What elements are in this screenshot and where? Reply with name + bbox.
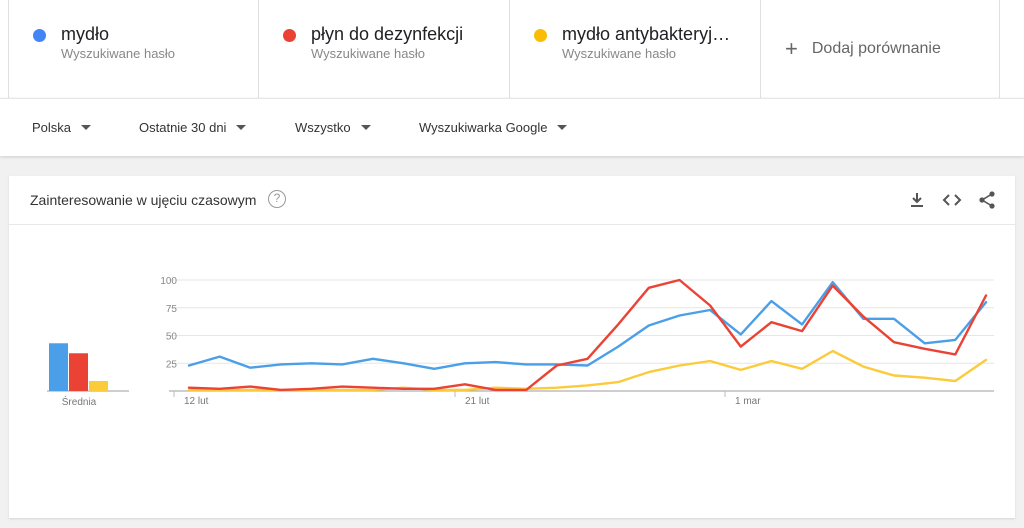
series-line-3 [187,349,988,392]
caret-down-icon [81,125,92,130]
series-color-dot [283,29,296,42]
y-tick-label: 100 [160,276,177,287]
caret-down-icon [236,125,247,130]
help-icon[interactable]: ? [268,190,286,208]
series-line-1 [187,281,988,371]
x-tick-label: 12 lut [184,396,209,407]
series-color-dot [33,29,46,42]
x-tick-label: 21 lut [465,396,490,407]
chart-area: 25 50 75 100 12 lut 21 lut 1 mar Średnia [47,276,994,408]
y-tick-label: 75 [166,304,178,315]
filter-search-type-dropdown[interactable]: Wyszukiwarka Google [419,120,568,135]
average-bar-1 [49,343,68,391]
interest-over-time-card: Zainteresowanie w ujęciu czasowym ? 25 50… [9,176,1015,518]
term-subtitle: Wyszukiwane hasło [311,46,426,61]
y-tick-label: 50 [166,332,178,343]
term-card-2[interactable]: płyn do dezynfekcji Wyszukiwane hasło [259,0,510,98]
series-color-dot [534,29,547,42]
card-header: Zainteresowanie w ujęciu czasowym ? [9,176,1015,225]
x-tick-label: 1 mar [735,396,761,407]
filter-label: Wyszukiwarka Google [419,120,548,135]
add-comparison-label: Dodaj porównanie [811,40,941,57]
add-comparison-button[interactable]: + Dodaj porównanie [761,0,1000,98]
average-bar-3 [89,381,108,391]
filter-region-dropdown[interactable]: Polska [32,120,92,135]
filter-label: Ostatnie 30 dni [139,120,227,135]
plus-icon: + [785,36,798,61]
filter-category-dropdown[interactable]: Wszystko [295,120,371,135]
series-line-2 [187,278,988,392]
embed-code-icon[interactable] [942,190,962,210]
term-name[interactable]: mydło [61,24,110,44]
search-terms-bar: mydło Wyszukiwane hasło płyn do dezynfek… [0,0,1024,98]
term-card-1[interactable]: mydło Wyszukiwane hasło [8,0,259,98]
average-bar-2 [69,353,88,391]
term-name[interactable]: mydło antybakteryjne [562,24,732,44]
filter-time-dropdown[interactable]: Ostatnie 30 dni [139,120,247,135]
caret-down-icon [557,125,568,130]
term-subtitle: Wyszukiwane hasło [562,46,677,61]
caret-down-icon [360,125,371,130]
filter-label: Polska [32,120,72,135]
term-name[interactable]: płyn do dezynfekcji [311,24,464,44]
download-icon[interactable] [907,190,927,210]
share-icon[interactable] [977,190,997,210]
y-tick-label: 25 [166,359,178,370]
average-label: Średnia [62,395,97,408]
filter-label: Wszystko [295,120,351,135]
term-subtitle: Wyszukiwane hasło [61,46,176,61]
card-title: Zainteresowanie w ujęciu czasowym [30,192,257,208]
filter-bar: Polska Ostatnie 30 dni Wszystko Wyszukiw… [0,98,1024,156]
term-card-3[interactable]: mydło antybakteryjne Wyszukiwane hasło [510,0,761,98]
